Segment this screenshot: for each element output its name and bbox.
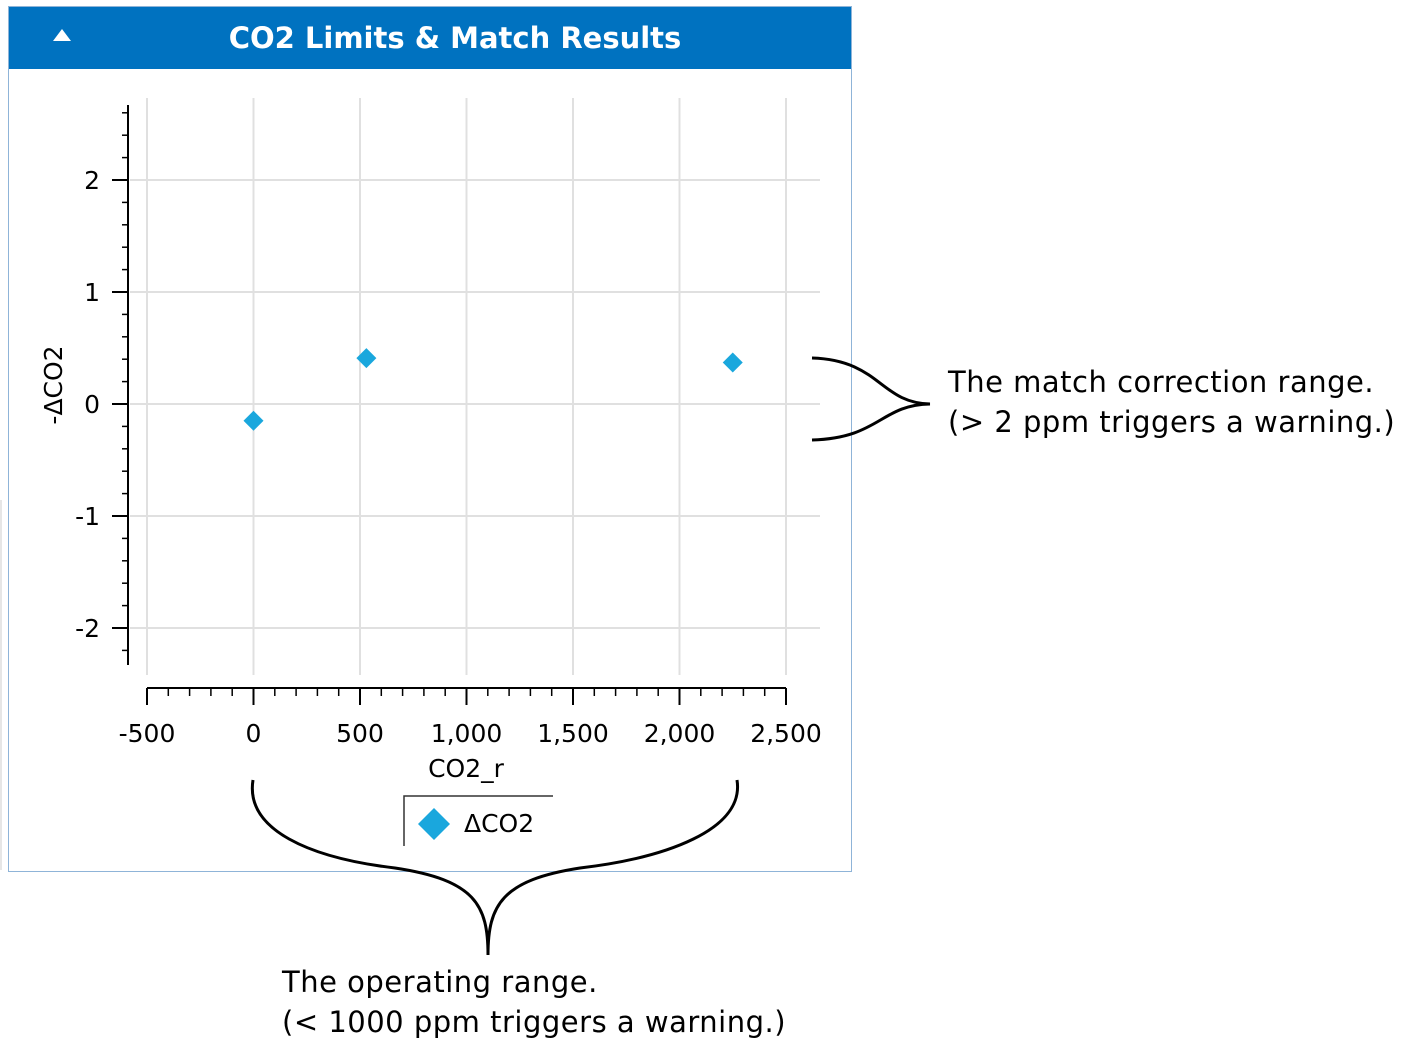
- x-tick-label: 0: [246, 719, 262, 748]
- match-range-brace: [811, 356, 931, 442]
- match-range-line1: The match correction range.: [948, 365, 1375, 399]
- y-tick-label: 1: [84, 278, 100, 307]
- y-tick-label: -2: [75, 614, 100, 643]
- operating-range-line1: The operating range.: [282, 965, 598, 999]
- grid-lines: [130, 98, 820, 675]
- co2-limits-panel: CO2 Limits & Match Results: [8, 6, 852, 872]
- data-points: [243, 348, 743, 431]
- collapse-triangle-icon[interactable]: [53, 29, 71, 41]
- x-tick-label: 2,500: [750, 719, 822, 748]
- match-range-line2: (> 2 ppm triggers a warning.): [948, 405, 1396, 439]
- y-tick-label: 2: [84, 166, 100, 195]
- data-point: [722, 352, 743, 373]
- match-range-annotation: The match correction range. (> 2 ppm tri…: [948, 362, 1395, 442]
- annotation-braces: [250, 356, 931, 956]
- data-point: [243, 410, 264, 431]
- y-tick-label: 0: [84, 390, 100, 419]
- y-axis-ticks: -2 -1 0 1 2: [75, 112, 128, 652]
- y-tick-label: -1: [75, 502, 100, 531]
- panel-header[interactable]: CO2 Limits & Match Results: [9, 7, 851, 69]
- x-tick-label: 2,000: [644, 719, 716, 748]
- data-point: [356, 348, 377, 369]
- x-axis-label: CO2_r: [428, 754, 505, 783]
- legend: ΔCO2: [403, 795, 553, 846]
- legend-series-label: ΔCO2: [464, 809, 534, 838]
- legend-diamond-marker: [418, 808, 450, 840]
- left-edge-mark: [0, 500, 2, 870]
- x-tick-label: 500: [336, 719, 384, 748]
- operating-range-brace: [250, 779, 739, 956]
- axes: [127, 105, 786, 689]
- x-axis-ticks: -500 0 500 1,000 1,500 2,000 2,500: [119, 688, 822, 748]
- x-tick-label: 1,000: [431, 719, 503, 748]
- operating-range-annotation: The operating range. (< 1000 ppm trigger…: [282, 962, 786, 1042]
- y-axis-label: -ΔCO2: [39, 345, 68, 424]
- x-tick-label: -500: [119, 719, 176, 748]
- legend-frame: [403, 795, 553, 846]
- panel-title: CO2 Limits & Match Results: [228, 21, 682, 55]
- x-tick-label: 1,500: [537, 719, 609, 748]
- operating-range-line2: (< 1000 ppm triggers a warning.): [282, 1005, 787, 1039]
